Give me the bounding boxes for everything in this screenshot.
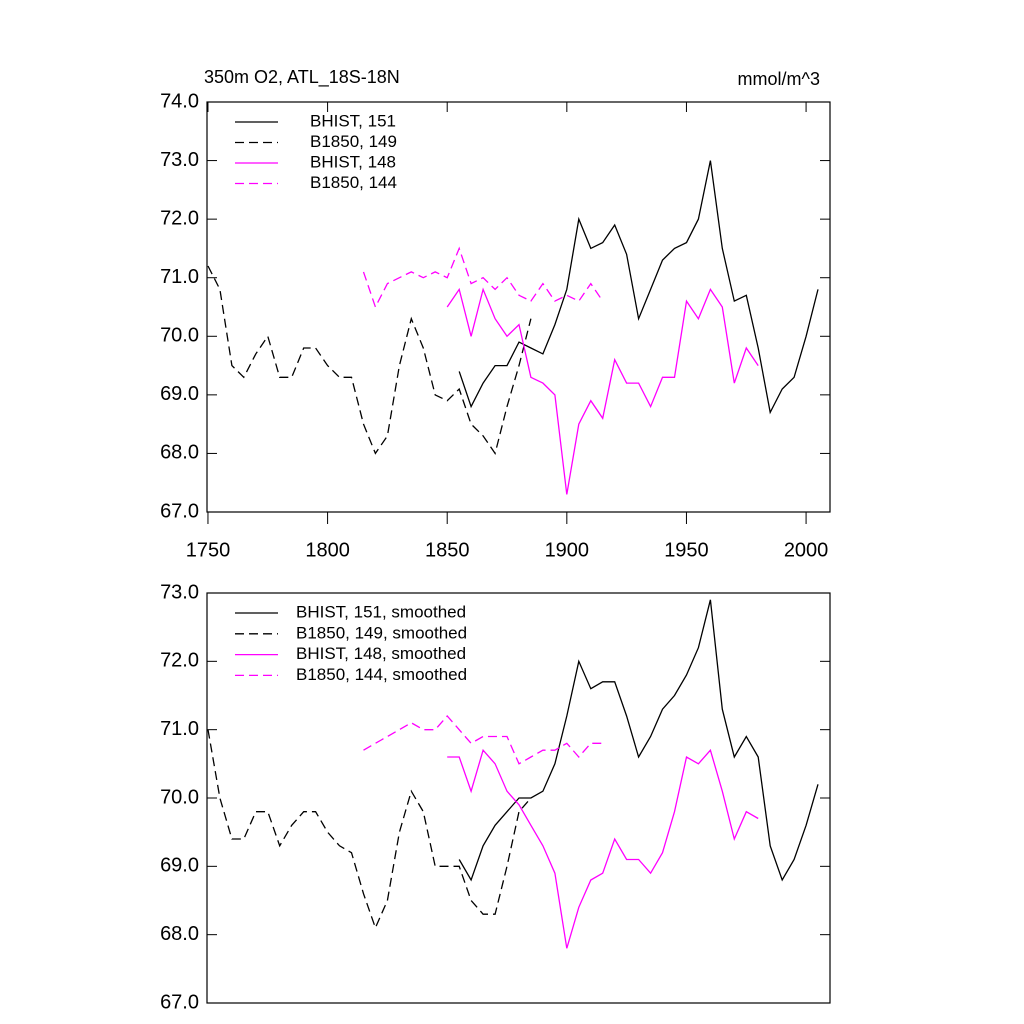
x-tick-label: 2000 (784, 539, 829, 561)
legend-label: B1850, 144, smoothed (296, 665, 467, 684)
y-tick-label: 73.0 (160, 581, 199, 603)
legend-label: BHIST, 151 (310, 111, 396, 130)
legend-label: B1850, 149 (310, 132, 397, 151)
y-tick-label: 71.0 (160, 718, 199, 740)
series-line (363, 715, 603, 765)
legend-label: B1850, 144 (310, 173, 397, 192)
y-tick-label: 70.0 (160, 325, 199, 347)
y-tick-label: 67.0 (160, 991, 199, 1013)
legend-label: BHIST, 148, smoothed (296, 644, 466, 663)
series-line (458, 599, 819, 882)
series-line (446, 287, 759, 495)
legend-label: BHIST, 151, smoothed (296, 602, 466, 621)
series-line (207, 265, 532, 455)
y-tick-label: 72.0 (160, 207, 199, 229)
y-tick-label: 69.0 (160, 855, 199, 877)
series-line (207, 729, 532, 930)
series-line (458, 160, 819, 415)
y-tick-label: 71.0 (160, 266, 199, 288)
y-tick-label: 73.0 (160, 149, 199, 171)
legend-label: B1850, 149, smoothed (296, 623, 467, 642)
y-tick-label: 68.0 (160, 442, 199, 464)
x-tick-label: 1900 (545, 539, 590, 561)
x-tick-label: 1800 (305, 539, 350, 561)
y-tick-label: 70.0 (160, 786, 199, 808)
x-tick-label: 1850 (425, 539, 470, 561)
y-tick-label: 68.0 (160, 923, 199, 945)
chart-title: 350m O2, ATL_18S-18N (204, 67, 400, 88)
x-tick-label: 1950 (664, 539, 709, 561)
y-tick-label: 72.0 (160, 650, 199, 672)
plot-frame (206, 101, 831, 513)
x-tick-label: 1750 (186, 539, 231, 561)
legend-label: BHIST, 148 (310, 152, 396, 171)
y-tick-label: 74.0 (160, 90, 199, 112)
units-label: mmol/m^3 (738, 69, 820, 89)
y-tick-label: 69.0 (160, 383, 199, 405)
series-line (447, 748, 759, 949)
series-line (362, 246, 604, 309)
y-tick-label: 67.0 (160, 500, 199, 522)
